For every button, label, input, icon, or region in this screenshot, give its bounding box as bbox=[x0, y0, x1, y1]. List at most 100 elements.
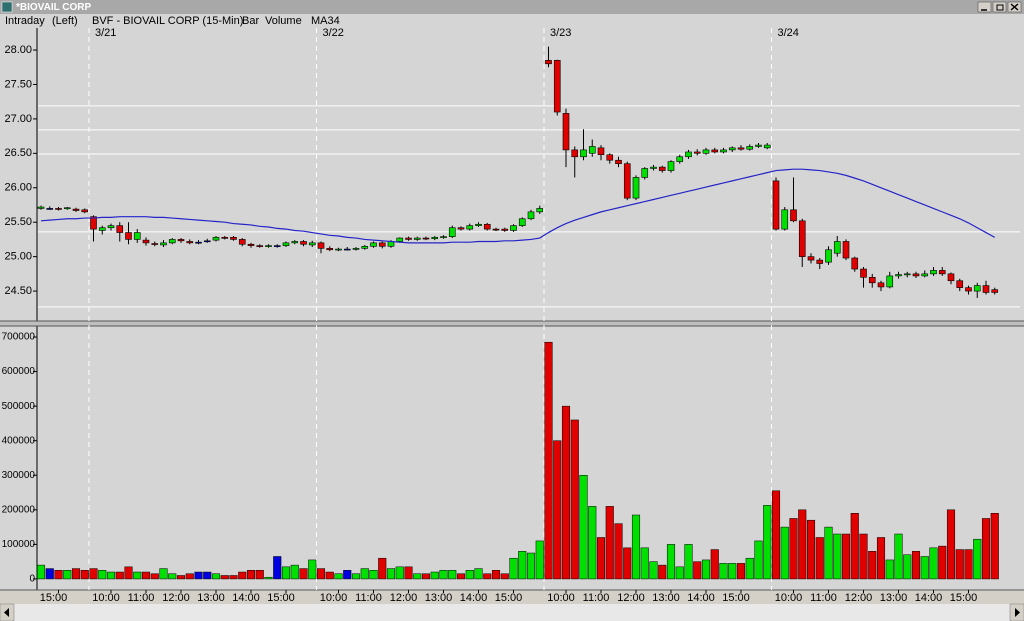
volume-bar bbox=[299, 568, 308, 580]
x-tick-label: 13:00 bbox=[197, 592, 225, 604]
style-label: Bar bbox=[242, 15, 259, 27]
candle-body bbox=[816, 259, 824, 264]
volume-bar bbox=[133, 571, 142, 580]
volume-bar bbox=[194, 571, 203, 580]
volume-bar bbox=[115, 571, 124, 580]
x-tick-label: 15:00 bbox=[267, 592, 295, 604]
volume-bar bbox=[920, 556, 929, 580]
volume-bar bbox=[631, 514, 641, 580]
candle-body bbox=[667, 161, 675, 171]
y-tick-label: 25.00 bbox=[4, 251, 32, 263]
candle-body bbox=[798, 220, 806, 257]
candle-body bbox=[973, 285, 981, 292]
volume-bar bbox=[404, 566, 413, 580]
y-tick-label: 500000 bbox=[2, 401, 36, 412]
candle-body bbox=[615, 159, 622, 164]
x-tick-label: 12:00 bbox=[617, 592, 645, 604]
volume-bar bbox=[491, 570, 501, 580]
volume-bar bbox=[290, 564, 299, 580]
y-tick-label: 24.50 bbox=[4, 285, 32, 297]
candle-body bbox=[98, 227, 106, 231]
window-buttons[interactable] bbox=[977, 1, 1022, 13]
volume-bar bbox=[36, 564, 46, 580]
candle-body bbox=[825, 249, 832, 263]
volume-bar bbox=[124, 566, 133, 580]
candle-body bbox=[728, 147, 736, 151]
candle-body bbox=[133, 232, 141, 240]
volume-bar bbox=[649, 561, 658, 580]
volume-bar bbox=[71, 568, 81, 580]
candle-body bbox=[63, 207, 71, 210]
candle-body bbox=[693, 151, 701, 154]
panel-divider bbox=[0, 321, 1024, 326]
volume-bar bbox=[666, 544, 676, 580]
candle-body bbox=[545, 60, 552, 65]
volume-bar bbox=[465, 570, 474, 580]
session-label: 3/24 bbox=[778, 27, 799, 39]
candle-body bbox=[317, 242, 325, 249]
candle-body bbox=[912, 273, 920, 277]
candle-body bbox=[291, 241, 299, 244]
y-tick-label: 28.00 bbox=[4, 44, 32, 56]
volume-bar bbox=[439, 570, 448, 580]
volume-bar bbox=[421, 573, 431, 580]
y-tick-label: 400000 bbox=[2, 435, 36, 446]
legend-ma: MA34 bbox=[311, 15, 340, 27]
candle-body bbox=[448, 227, 456, 237]
volume-bar bbox=[238, 571, 247, 580]
candle-body bbox=[151, 243, 159, 245]
candle-body bbox=[457, 227, 465, 230]
minimize-button[interactable] bbox=[977, 1, 992, 13]
volume-bar bbox=[150, 573, 159, 580]
candle-body bbox=[676, 156, 684, 162]
candle-body bbox=[658, 166, 666, 171]
volume-bar bbox=[211, 573, 221, 580]
candle-body bbox=[501, 228, 509, 231]
candle-body bbox=[956, 280, 964, 288]
candle-body bbox=[440, 236, 447, 238]
candle-body bbox=[763, 144, 771, 149]
candle-body bbox=[842, 241, 850, 259]
restore-button[interactable] bbox=[992, 1, 1007, 13]
volume-bar bbox=[369, 570, 378, 580]
volume-bar bbox=[588, 506, 597, 580]
candle-body bbox=[256, 245, 264, 247]
session-label: 3/21 bbox=[95, 27, 116, 39]
candle-body bbox=[308, 242, 316, 246]
candle-body bbox=[335, 248, 342, 251]
candle-body bbox=[396, 237, 404, 242]
volume-bar bbox=[141, 571, 151, 580]
volume-bar bbox=[876, 537, 886, 580]
x-tick-label: 11:00 bbox=[583, 592, 610, 604]
scroll-track[interactable] bbox=[0, 604, 1024, 621]
symbol-label: BVF - BIOVAIL CORP (15-Min) bbox=[92, 15, 243, 27]
volume-bar bbox=[938, 545, 947, 580]
candle-body bbox=[492, 228, 500, 231]
candle-body bbox=[702, 149, 710, 154]
volume-bar bbox=[824, 526, 833, 580]
volume-bar bbox=[325, 571, 334, 580]
volume-bar bbox=[973, 538, 982, 580]
candle-body bbox=[475, 223, 482, 226]
volume-bar bbox=[850, 513, 859, 580]
candle-body bbox=[580, 149, 587, 158]
candle-body bbox=[107, 225, 115, 229]
candle-body bbox=[405, 237, 412, 240]
volume-bar bbox=[736, 563, 746, 580]
volume-bar bbox=[535, 540, 544, 580]
scrollbar[interactable] bbox=[0, 603, 1024, 621]
x-tick-label: 12:00 bbox=[390, 592, 418, 604]
x-tick-label: 12:00 bbox=[845, 592, 873, 604]
volume-bar bbox=[343, 570, 352, 580]
candle-body bbox=[273, 245, 281, 247]
arrow-left bbox=[4, 608, 9, 617]
volume-bar bbox=[544, 341, 553, 580]
volume-bar bbox=[841, 533, 851, 580]
session-label: 3/23 bbox=[550, 27, 571, 39]
candle-body bbox=[982, 285, 990, 293]
candle-body bbox=[247, 243, 255, 246]
volume-bar bbox=[623, 547, 632, 580]
y-tick-label: 200000 bbox=[2, 504, 36, 515]
candle-body bbox=[991, 289, 999, 293]
volume-bar bbox=[500, 573, 509, 580]
